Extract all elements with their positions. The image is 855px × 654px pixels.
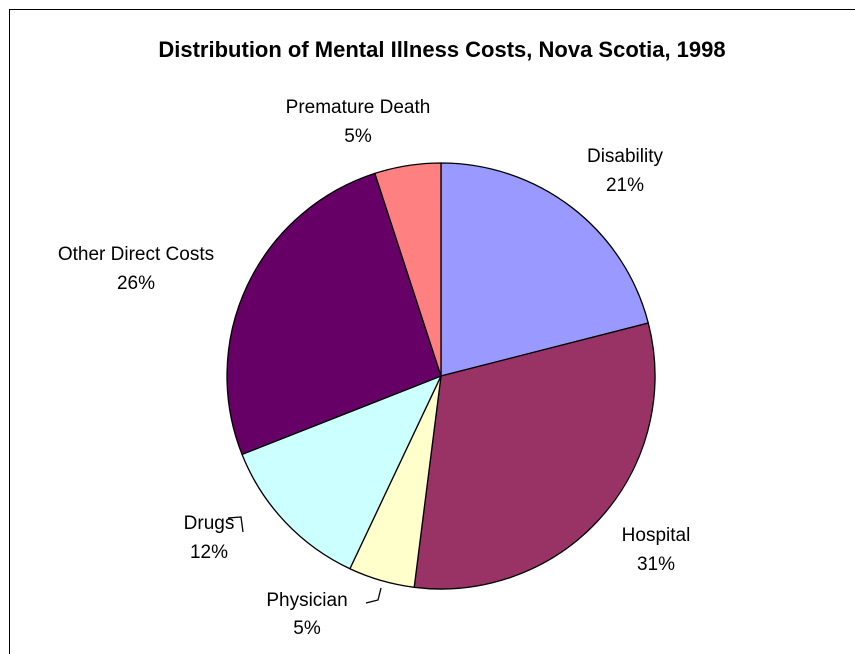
- leader-line-drugs: [227, 516, 244, 533]
- pie-slice-premature-death: [374, 162, 442, 377]
- label-value-other-direct-costs: 26%: [117, 273, 155, 294]
- pie-slice-disability: [440, 162, 650, 377]
- label-value-physician: 5%: [293, 618, 321, 639]
- label-value-drugs: 12%: [190, 542, 228, 563]
- chart-title: Distribution of Mental Illness Costs, No…: [158, 37, 725, 62]
- pie-slice-other-direct-costs: [226, 172, 442, 456]
- pie-slice-drugs: [241, 374, 443, 570]
- label-name-physician: Physician: [266, 590, 347, 611]
- label-name-premature-death: Premature Death: [286, 97, 431, 118]
- label-name-disability: Disability: [587, 146, 664, 167]
- label-value-disability: 21%: [606, 175, 644, 196]
- label-name-other-direct-costs: Other Direct Costs: [58, 244, 214, 265]
- label-name-hospital: Hospital: [622, 525, 691, 546]
- label-value-premature-death: 5%: [344, 126, 372, 147]
- pie-slice-hospital: [413, 322, 656, 590]
- slice-labels: Disability 21% Hospital 31% Physician 5%…: [58, 97, 690, 639]
- leader-lines: [227, 516, 382, 604]
- label-value-hospital: 31%: [637, 554, 675, 575]
- leader-line-physician: [365, 587, 382, 604]
- label-name-drugs: Drugs: [184, 513, 235, 534]
- pie-slices: [226, 162, 656, 590]
